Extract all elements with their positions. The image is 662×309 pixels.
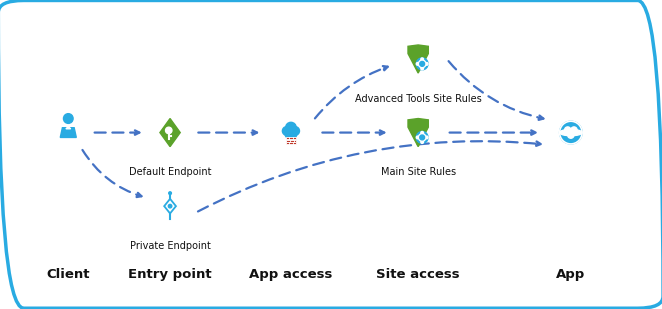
- Ellipse shape: [169, 192, 171, 195]
- Ellipse shape: [168, 204, 172, 208]
- Ellipse shape: [421, 58, 424, 61]
- FancyBboxPatch shape: [285, 142, 297, 144]
- Ellipse shape: [421, 132, 424, 134]
- Ellipse shape: [64, 114, 73, 123]
- Text: Private Endpoint: Private Endpoint: [130, 241, 211, 251]
- Text: App: App: [556, 268, 585, 281]
- Polygon shape: [408, 119, 428, 147]
- Ellipse shape: [568, 132, 574, 138]
- Ellipse shape: [421, 141, 424, 143]
- Ellipse shape: [416, 58, 428, 70]
- Ellipse shape: [291, 127, 299, 135]
- Text: Entry point: Entry point: [128, 268, 212, 281]
- FancyBboxPatch shape: [285, 138, 297, 139]
- Ellipse shape: [565, 127, 571, 133]
- Polygon shape: [160, 119, 180, 147]
- Ellipse shape: [283, 127, 291, 135]
- Ellipse shape: [420, 135, 424, 140]
- Ellipse shape: [421, 67, 424, 70]
- Text: Advanced Tools Site Rules: Advanced Tools Site Rules: [355, 94, 481, 104]
- Ellipse shape: [418, 134, 426, 141]
- Text: Main Site Rules: Main Site Rules: [381, 167, 455, 177]
- FancyBboxPatch shape: [285, 140, 297, 142]
- Ellipse shape: [420, 61, 424, 66]
- Polygon shape: [164, 199, 176, 214]
- Ellipse shape: [416, 136, 419, 139]
- Text: Client: Client: [46, 268, 90, 281]
- Ellipse shape: [285, 130, 293, 138]
- Ellipse shape: [559, 121, 582, 144]
- Ellipse shape: [416, 132, 428, 143]
- Ellipse shape: [571, 127, 577, 133]
- Ellipse shape: [166, 127, 172, 134]
- Ellipse shape: [289, 130, 297, 138]
- Ellipse shape: [418, 60, 426, 68]
- Polygon shape: [60, 128, 76, 138]
- Polygon shape: [66, 127, 71, 129]
- Polygon shape: [408, 45, 428, 73]
- Text: App access: App access: [250, 268, 332, 281]
- Ellipse shape: [559, 129, 582, 136]
- Ellipse shape: [285, 122, 297, 133]
- Ellipse shape: [426, 136, 428, 139]
- Ellipse shape: [426, 62, 428, 65]
- Text: Site access: Site access: [377, 268, 460, 281]
- Ellipse shape: [416, 62, 419, 65]
- Text: Default Endpoint: Default Endpoint: [129, 167, 211, 177]
